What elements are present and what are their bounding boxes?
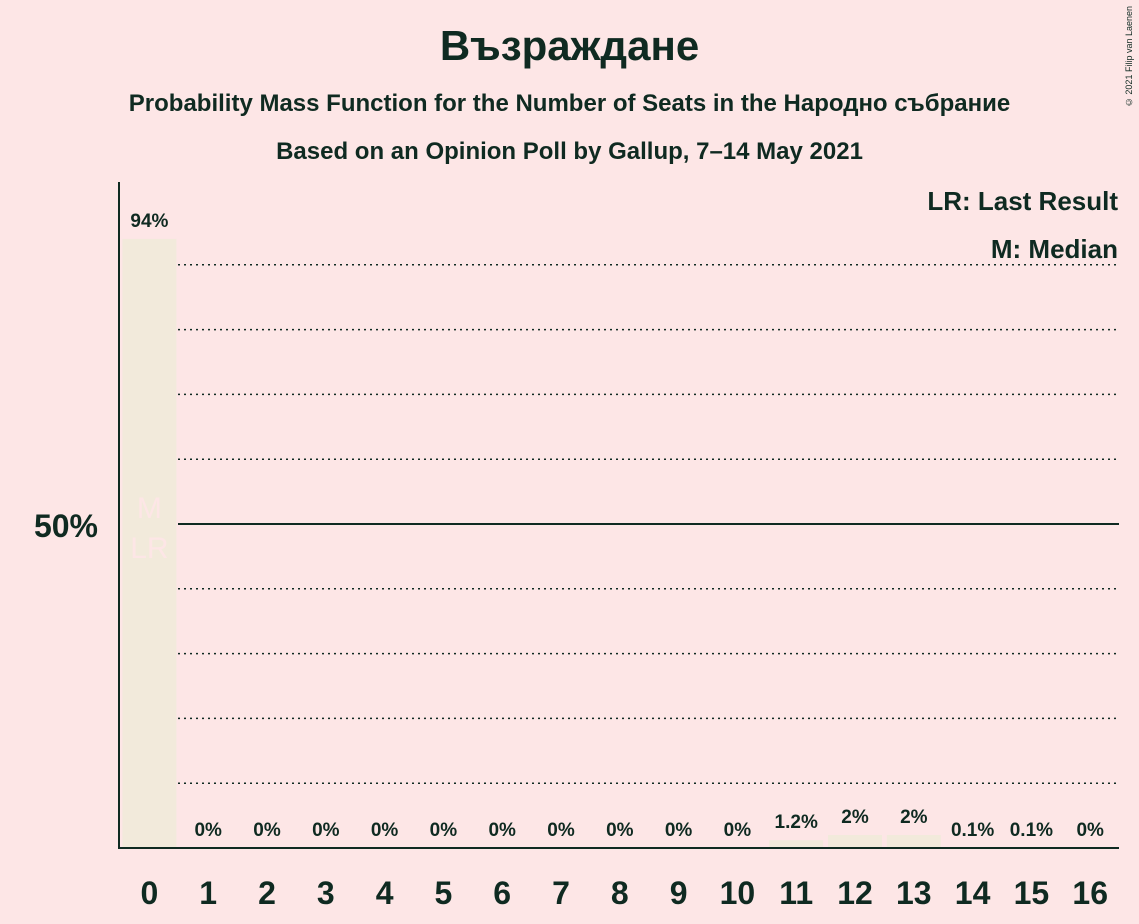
x-tick-10: 10 (720, 875, 756, 911)
x-tick-13: 13 (896, 875, 932, 911)
bars (122, 238, 1059, 848)
x-tick-8: 8 (611, 875, 629, 911)
x-tick-2: 2 (258, 875, 276, 911)
bar-label-14: 0.1% (951, 820, 994, 841)
last-result-marker: LR (130, 532, 168, 565)
x-tick-11: 11 (779, 875, 813, 911)
x-tick-1: 1 (199, 875, 217, 911)
chart-subtitle: Probability Mass Function for the Number… (128, 90, 1011, 117)
gridlines (178, 264, 1119, 784)
bar-label-4: 0% (371, 820, 399, 841)
bar-label-6: 0% (488, 820, 516, 841)
x-tick-5: 5 (435, 875, 453, 911)
bar-label-11: 1.2% (775, 812, 818, 833)
bar-label-13: 2% (900, 807, 928, 828)
x-tick-4: 4 (376, 875, 394, 911)
median-marker: M (137, 492, 162, 525)
legend-median: M: Median (991, 234, 1118, 264)
bar-0 (122, 238, 177, 848)
bar-label-1: 0% (194, 820, 222, 841)
x-tick-0: 0 (141, 875, 159, 911)
bar-label-3: 0% (312, 820, 340, 841)
bar-label-8: 0% (606, 820, 634, 841)
x-tick-12: 12 (837, 875, 873, 911)
bar-11 (769, 840, 824, 848)
x-tick-15: 15 (1014, 875, 1050, 911)
bar-label-15: 0.1% (1010, 820, 1053, 841)
bar-label-12: 2% (841, 807, 869, 828)
bar-12 (828, 835, 882, 848)
chart-source-line: Based on an Opinion Poll by Gallup, 7–14… (276, 138, 863, 165)
bar-label-9: 0% (665, 820, 693, 841)
bar-13 (886, 835, 941, 848)
y-tick-label-50: 50% (34, 508, 98, 544)
x-tick-16: 16 (1072, 875, 1108, 911)
x-tick-7: 7 (552, 875, 570, 911)
legend-last-result: LR: Last Result (927, 186, 1118, 216)
bar-label-0: 94% (130, 211, 168, 232)
chart-title: Възраждане (439, 22, 700, 69)
bar-label-7: 0% (547, 820, 575, 841)
bar-value-labels: 94% 0% 0% 0% 0% 0% 0% 0% 0% 0% 0% 1.2% 2% 2% 0.1% 0.1% 0… (130, 211, 1104, 841)
bar-label-16: 0% (1076, 820, 1104, 841)
x-tick-9: 9 (670, 875, 688, 911)
x-tick-labels: 0 1 2 3 4 5 6 7 8 9 10 11 12 13 14 15 16 (141, 875, 1108, 911)
bar-label-2: 0% (253, 820, 281, 841)
bar-label-10: 0% (724, 820, 752, 841)
bar-label-5: 0% (430, 820, 458, 841)
x-tick-14: 14 (955, 875, 991, 911)
x-tick-6: 6 (493, 875, 511, 911)
x-tick-3: 3 (317, 875, 335, 911)
bar-markers: M LR (130, 492, 168, 565)
